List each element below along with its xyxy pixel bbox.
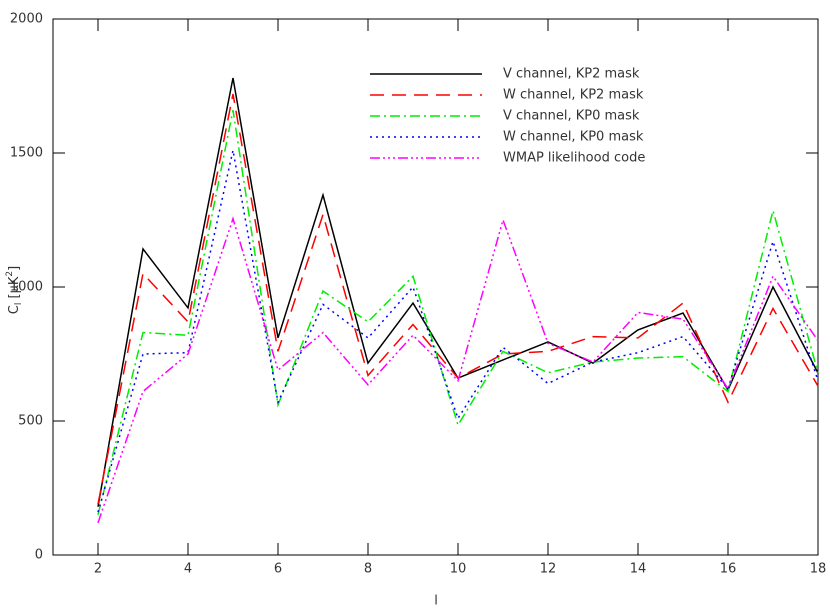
- series-line: [97, 109, 819, 515]
- y-label-end: ]: [7, 266, 22, 271]
- legend-label: W channel, KP0 mask: [503, 130, 644, 145]
- x-tick-label: 10: [450, 562, 467, 577]
- plot-frame: [52, 18, 819, 556]
- y-label-base: C: [7, 305, 22, 314]
- y-label-mid: [μK: [7, 276, 22, 302]
- legend-label: WMAP likelihood code: [503, 151, 645, 166]
- legend-label: V channel, KP0 mask: [503, 109, 640, 124]
- x-tick-label: 6: [274, 562, 282, 577]
- y-tick-label: 500: [18, 414, 43, 429]
- y-tick-label: 0: [35, 548, 43, 563]
- x-tick-label: 8: [364, 562, 372, 577]
- y-tick-label: 1500: [10, 146, 43, 161]
- x-tick-label: 18: [810, 562, 827, 577]
- x-axis-label: l: [434, 594, 438, 609]
- y-label-sup: 2: [5, 271, 15, 277]
- y-tick-label: 2000: [10, 12, 43, 27]
- x-tick-label: 14: [630, 562, 647, 577]
- legend-label: V channel, KP2 mask: [503, 67, 640, 82]
- series-line: [97, 216, 819, 524]
- y-axis-label: Cl [μK2]: [5, 266, 24, 314]
- x-tick-label: 4: [184, 562, 192, 577]
- legend-label: W channel, KP2 mask: [503, 88, 644, 103]
- series-line: [97, 150, 819, 513]
- x-tick-label: 16: [720, 562, 737, 577]
- x-tick-label: 2: [94, 562, 102, 577]
- y-label-sub: l: [14, 303, 24, 306]
- x-tick-label: 12: [540, 562, 557, 577]
- y-tick-label: 1000: [10, 280, 43, 295]
- series-line: [97, 77, 819, 507]
